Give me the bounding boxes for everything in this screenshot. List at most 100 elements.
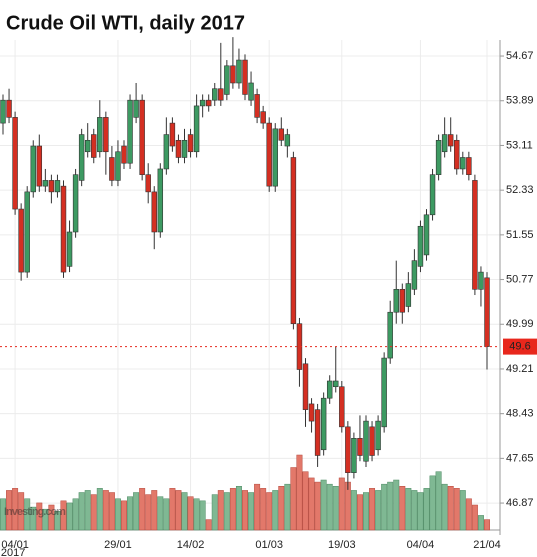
volume-bar [42,508,49,531]
candle-body [187,134,194,153]
volume-bar [108,492,115,531]
volume-bar [36,502,43,531]
y-tick-label: 53.11 [506,139,533,151]
volume-bar [242,490,248,531]
volume-bar [471,504,478,531]
candle-body [42,180,49,187]
candle-body [266,122,272,187]
candle-body [193,105,200,153]
candle-body [454,139,460,170]
volume-bar [187,496,194,531]
volume-bar [12,488,19,531]
x-tick-label: 19/03 [328,539,356,551]
candle-body [54,180,61,193]
candle-body [151,191,157,233]
candle-body [387,311,393,359]
candle-body [351,438,357,473]
x-tick-label: 04/01 [1,539,29,551]
candle-body [103,117,109,153]
volume-bar [6,490,13,531]
candle-body [290,157,297,324]
candle-body [181,139,188,158]
candle-body [163,134,170,170]
volume-bar [169,488,176,531]
candle-body [199,99,206,107]
volume-bar [484,519,490,531]
y-tick-label: 53.89 [506,95,534,107]
y-tick-label: 52.33 [506,184,534,196]
candle-body [248,82,254,101]
volume-bar [217,490,224,531]
volume-bar [393,479,400,531]
chart-title: Crude Oil WTI, daily 2017 [6,12,245,34]
candle-body [333,380,339,388]
candle-body [145,174,151,193]
volume-bar [54,511,61,531]
candle-body [314,409,321,456]
candle-body [127,99,133,164]
volume-bar [284,483,291,531]
candle-body [230,65,236,84]
x-tick-label: 04/04 [407,539,435,551]
volume-bar [181,492,188,531]
candle-body [441,134,448,153]
volume-bar [350,490,357,531]
volume-bar [157,496,164,531]
volume-bar [133,492,140,531]
volume-bar [18,492,25,531]
candle-body [326,380,333,399]
x-tick-label: 01/03 [255,539,283,551]
volume-bar [338,477,345,531]
x-tick-label: 14/02 [177,539,205,551]
volume-bar [96,488,103,531]
volume-bar [72,498,79,531]
candle-body [24,191,30,273]
volume-bar [193,498,200,531]
y-tick-label: 46.87 [506,497,534,509]
candle-body [157,168,164,233]
volume-bar [296,454,303,531]
candle-body [484,277,490,347]
volume-bar [260,488,267,531]
candle-body [66,231,73,267]
volume-bar [405,488,412,531]
candle-body [97,117,103,153]
volume-bar [78,492,85,531]
candle-body [405,283,412,307]
volume-bar [363,492,369,531]
candle-body [36,145,43,187]
candle-body [139,99,145,175]
candle-body [478,271,484,290]
candle-body [393,288,399,313]
volume-bar [229,488,236,531]
volume-bar [248,492,255,531]
volume-bar [356,494,363,531]
volume-bar [266,492,273,531]
candle-body [78,134,85,181]
volume-bar [199,500,206,531]
y-tick-label: 51.55 [506,229,534,241]
candle-body [12,117,18,210]
volume-bar [314,481,321,531]
candle-body [284,134,291,147]
candle-body [320,397,327,451]
volume-bar [423,488,430,531]
volume-bar [369,488,376,531]
volume-bar [302,471,309,531]
y-tick-label: 49.21 [506,363,534,375]
volume-bar [235,486,242,531]
x-tick-label: 21/04 [473,539,501,551]
volume-bar [102,490,109,531]
volume-bar [205,519,212,531]
candle-body [411,260,418,290]
volume-bar [453,488,460,531]
candle-body [175,139,182,158]
volume-bar [163,498,170,531]
volume-bar [211,494,218,531]
volume-bar [151,490,158,531]
volume-bar [447,486,454,531]
candle-body [109,157,115,181]
candle-body [60,185,67,273]
candle-body [242,59,248,95]
